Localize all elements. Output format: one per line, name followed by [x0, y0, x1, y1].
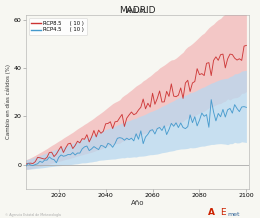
Text: A: A — [208, 208, 215, 217]
Y-axis label: Cambio en días cálidos (%): Cambio en días cálidos (%) — [5, 65, 11, 140]
Title: MADRID: MADRID — [119, 5, 155, 15]
X-axis label: Año: Año — [131, 200, 144, 206]
Text: ANUAL: ANUAL — [126, 9, 148, 14]
Legend: RCP8.5     ( 10 ), RCP4.5     ( 10 ): RCP8.5 ( 10 ), RCP4.5 ( 10 ) — [29, 18, 87, 35]
Text: met: met — [228, 212, 240, 217]
Text: E: E — [220, 208, 225, 217]
Text: © Agencia Estatal de Meteorología: © Agencia Estatal de Meteorología — [5, 213, 61, 217]
